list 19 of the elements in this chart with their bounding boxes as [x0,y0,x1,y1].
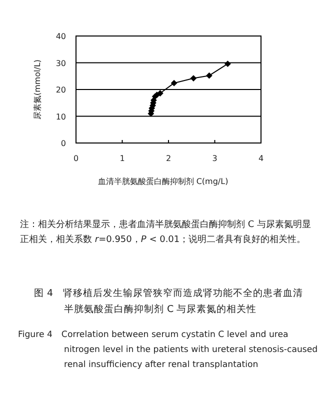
y-tick-label: 20 [56,86,66,94]
y-tick-label: 40 [56,32,66,41]
point [206,72,212,79]
x-tick-label: 2 [166,154,172,163]
x-tick-label: 4 [258,154,264,163]
y-tick-label: 10 [56,112,66,122]
x-axis-title: 血清半胱氨酸蛋白酶抑制剂 C(mg/L) [96,176,230,187]
x-tick-label: 1 [120,154,125,163]
x-tick-label: 3 [212,154,218,163]
y-tick-label: 30 [56,58,66,68]
point [224,60,231,68]
x-tick-label: 0 [73,154,79,163]
text: 图 4 肾移植后发生输尿管狭窄而造成肾功能不全的患者血清半胱氨酸蛋白酶抑制剂 C 与尿素氮的相关性 [34,287,304,317]
text: 注：相关分析结果显示，患者血清半胱氨酸蛋白酶抑制剂 C 与尿素氮明显正相关，相关系数 r=0.950，P < 0.01；说明二者具有良好的相关性。 [20,218,312,247]
y-axis-title: 尿素氮(mmol/L) [33,59,42,120]
point [170,80,178,86]
text: Figure 4 Correlation between serum cystatin C level and urea nitrogen level in the patients with ureteral stenosis-caused renal insufficiency after renal transplantation [18,329,318,372]
point [156,90,164,96]
y-tick-label: 0 [60,139,66,148]
